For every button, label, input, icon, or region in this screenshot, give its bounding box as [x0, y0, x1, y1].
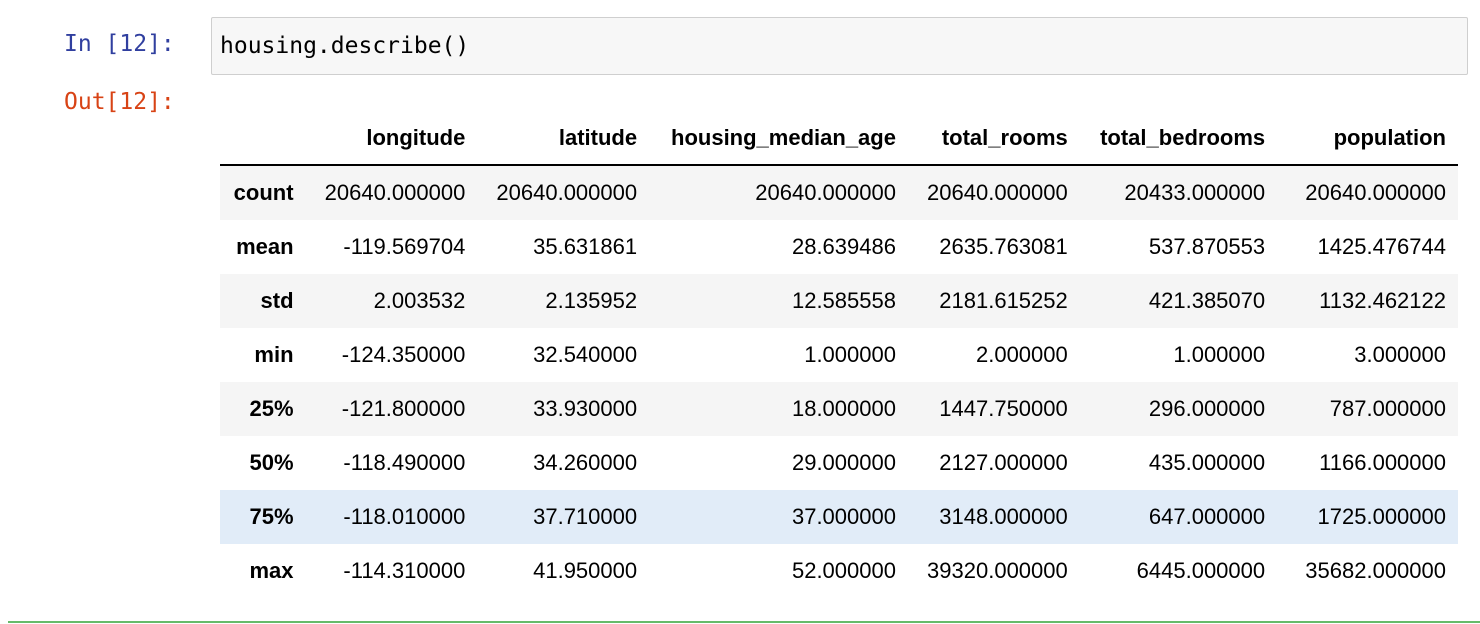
column-header: latitude [477, 112, 650, 166]
table-row[interactable]: min -124.350000 32.540000 1.000000 2.000000 1… [220, 328, 1458, 382]
table-cell: 37.000000 [791, 504, 896, 529]
table-cell: 1166.000000 [1319, 450, 1446, 475]
table-cell: 52.000000 [791, 558, 896, 583]
table-row[interactable]: std 2.003532 2.135952 12.585558 2181.615252 4… [220, 274, 1458, 328]
corner-cell [220, 112, 306, 166]
table-cell: 1.000000 [1173, 342, 1266, 367]
table-cell: 296.000000 [1148, 396, 1266, 421]
table-cell: 18.000000 [791, 396, 896, 421]
table-cell: 1447.750000 [939, 396, 1068, 421]
table-row[interactable]: count 20640.000000 20640.000000 20640.00000… [220, 165, 1458, 220]
table-row[interactable]: 50% -118.490000 34.260000 29.000000 2127.000… [220, 436, 1458, 490]
row-header: 75% [249, 504, 294, 529]
table-cell: 2.003532 [373, 288, 466, 313]
header-row: longitude latitude housing_median_age total… [220, 112, 1458, 166]
table-row[interactable]: 75% -118.010000 37.710000 37.000000 3148.000… [220, 490, 1458, 544]
table-cell: 33.930000 [533, 396, 638, 421]
column-header: longitude [305, 112, 478, 166]
table-cell: -118.010000 [343, 504, 466, 529]
cell-border [8, 621, 1480, 623]
table-row[interactable]: 25% -121.800000 33.930000 18.000000 1447.750… [220, 382, 1458, 436]
table-cell: 37.710000 [533, 504, 638, 529]
table-cell: 12.585558 [791, 288, 896, 313]
table-cell: 2127.000000 [939, 450, 1068, 475]
row-header: mean [236, 234, 294, 259]
code-cell[interactable]: housing.describe() [211, 17, 1468, 75]
row-header: count [233, 180, 294, 205]
table-cell: 28.639486 [791, 234, 896, 259]
table-cell: 39320.000000 [927, 558, 1068, 583]
table-cell: 787.000000 [1329, 396, 1446, 421]
table-cell: 1425.476744 [1317, 234, 1446, 259]
table-cell: -114.310000 [343, 558, 466, 583]
table-cell: 35682.000000 [1305, 558, 1446, 583]
out-prompt: Out[12]: [64, 89, 175, 115]
table-cell: 2635.763081 [939, 234, 1068, 259]
table-cell: 35.631861 [533, 234, 638, 259]
row-header: 50% [249, 450, 294, 475]
row-header: std [260, 288, 294, 313]
column-header: total_bedrooms [1079, 112, 1278, 166]
table-cell: -118.490000 [343, 450, 466, 475]
table-cell: 1132.462122 [1319, 288, 1446, 313]
table-cell: 1.000000 [804, 342, 896, 367]
describe-table: longitude latitude housing_median_age total… [220, 112, 1458, 592]
table-cell: 2.000000 [975, 342, 1068, 367]
table-cell: 6445.000000 [1136, 558, 1266, 583]
column-header: population [1277, 112, 1458, 166]
table-cell: 41.950000 [533, 558, 638, 583]
output-area: longitude latitude housing_median_age total… [220, 112, 1458, 592]
table-cell: 34.260000 [533, 450, 638, 475]
table-cell: 20433.000000 [1124, 180, 1266, 205]
table-cell: 20640.000000 [324, 180, 466, 205]
table-cell: 3148.000000 [939, 504, 1068, 529]
table-cell: 32.540000 [533, 342, 638, 367]
table-cell: -119.569704 [343, 234, 466, 259]
row-header: min [254, 342, 294, 367]
table-cell: 2181.615252 [939, 288, 1068, 313]
table-row[interactable]: max -114.310000 41.950000 52.000000 39320.00… [220, 544, 1458, 592]
table-cell: 647.000000 [1148, 504, 1266, 529]
row-header: 25% [249, 396, 294, 421]
table-cell: 537.870553 [1148, 234, 1266, 259]
table-cell: 20640.000000 [927, 180, 1068, 205]
column-header: total_rooms [907, 112, 1080, 166]
table-cell: 20640.000000 [1305, 180, 1446, 205]
table-row[interactable]: mean -119.569704 35.631861 28.639486 2635.76… [220, 220, 1458, 274]
table-cell: 3.000000 [1354, 342, 1446, 367]
column-header: housing_median_age [649, 112, 908, 166]
table-cell: -124.350000 [341, 342, 466, 367]
row-header: max [249, 558, 294, 583]
table-cell: 421.385070 [1148, 288, 1266, 313]
table-cell: 20640.000000 [755, 180, 896, 205]
table-cell: 20640.000000 [496, 180, 638, 205]
table-cell: -121.800000 [341, 396, 466, 421]
table-cell: 2.135952 [545, 288, 638, 313]
in-prompt: In [12]: [64, 31, 175, 57]
table-cell: 1725.000000 [1317, 504, 1446, 529]
table-cell: 29.000000 [791, 450, 896, 475]
table-cell: 435.000000 [1148, 450, 1266, 475]
